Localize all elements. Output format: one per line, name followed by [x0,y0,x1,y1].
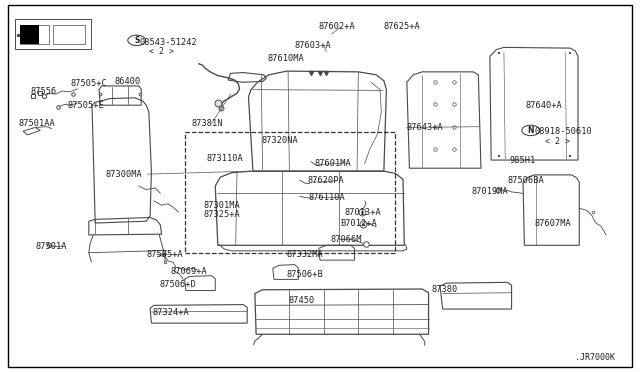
Text: 87505+C: 87505+C [71,79,108,88]
Text: 87320NA: 87320NA [261,136,298,145]
Text: 87380: 87380 [431,285,458,294]
Bar [20,25,49,44]
Bar [184,132,396,253]
Text: 87506BA: 87506BA [508,176,545,185]
Text: 87505+A: 87505+A [147,250,183,259]
Text: 87556: 87556 [30,87,56,96]
Text: < 2 >: < 2 > [149,47,174,56]
Text: 87610MA: 87610MA [268,54,305,62]
Text: 87603+A: 87603+A [294,41,332,51]
Text: 87066M: 87066M [330,235,362,244]
Text: 87381N: 87381N [191,119,223,128]
Text: 87625+A: 87625+A [384,22,420,31]
Text: 87013+A: 87013+A [344,208,381,217]
Text: 87019MA: 87019MA [472,187,509,196]
Text: 87450: 87450 [288,296,314,305]
Text: 86400: 86400 [115,77,141,86]
Text: 87640+A: 87640+A [525,102,563,110]
Text: .JR7000K: .JR7000K [575,353,616,362]
Text: < 2 >: < 2 > [545,137,570,146]
Text: 87301MA: 87301MA [204,201,241,210]
Text: 985H1: 985H1 [509,156,535,165]
Text: S: S [134,36,140,45]
Text: 87643+A: 87643+A [407,123,444,132]
Text: 87505+E: 87505+E [67,101,104,110]
Bar [20,25,39,44]
Text: 87501AA: 87501AA [19,119,55,128]
Text: N: N [527,126,534,135]
Text: 87506+B: 87506+B [287,270,324,279]
Text: 87602+A: 87602+A [319,22,355,31]
Text: 87325+A: 87325+A [204,211,241,219]
Text: 87501A: 87501A [36,242,67,251]
Text: 876110A: 876110A [308,193,345,202]
Text: 873110A: 873110A [206,154,243,163]
Bar [53,25,85,44]
Text: 87607MA: 87607MA [534,219,572,228]
Text: 08543-51242: 08543-51242 [140,38,198,47]
Text: 87300MA: 87300MA [106,170,142,179]
Text: 87506+D: 87506+D [159,280,196,289]
Text: 87620PA: 87620PA [307,176,344,185]
Text: 87069+A: 87069+A [171,267,207,276]
Text: 87324+A: 87324+A [153,308,189,317]
Text: 08918-50610: 08918-50610 [534,127,593,137]
Text: 87601MA: 87601MA [315,158,351,167]
Text: 87332MA: 87332MA [287,250,324,259]
Text: B7012+A: B7012+A [340,219,377,228]
